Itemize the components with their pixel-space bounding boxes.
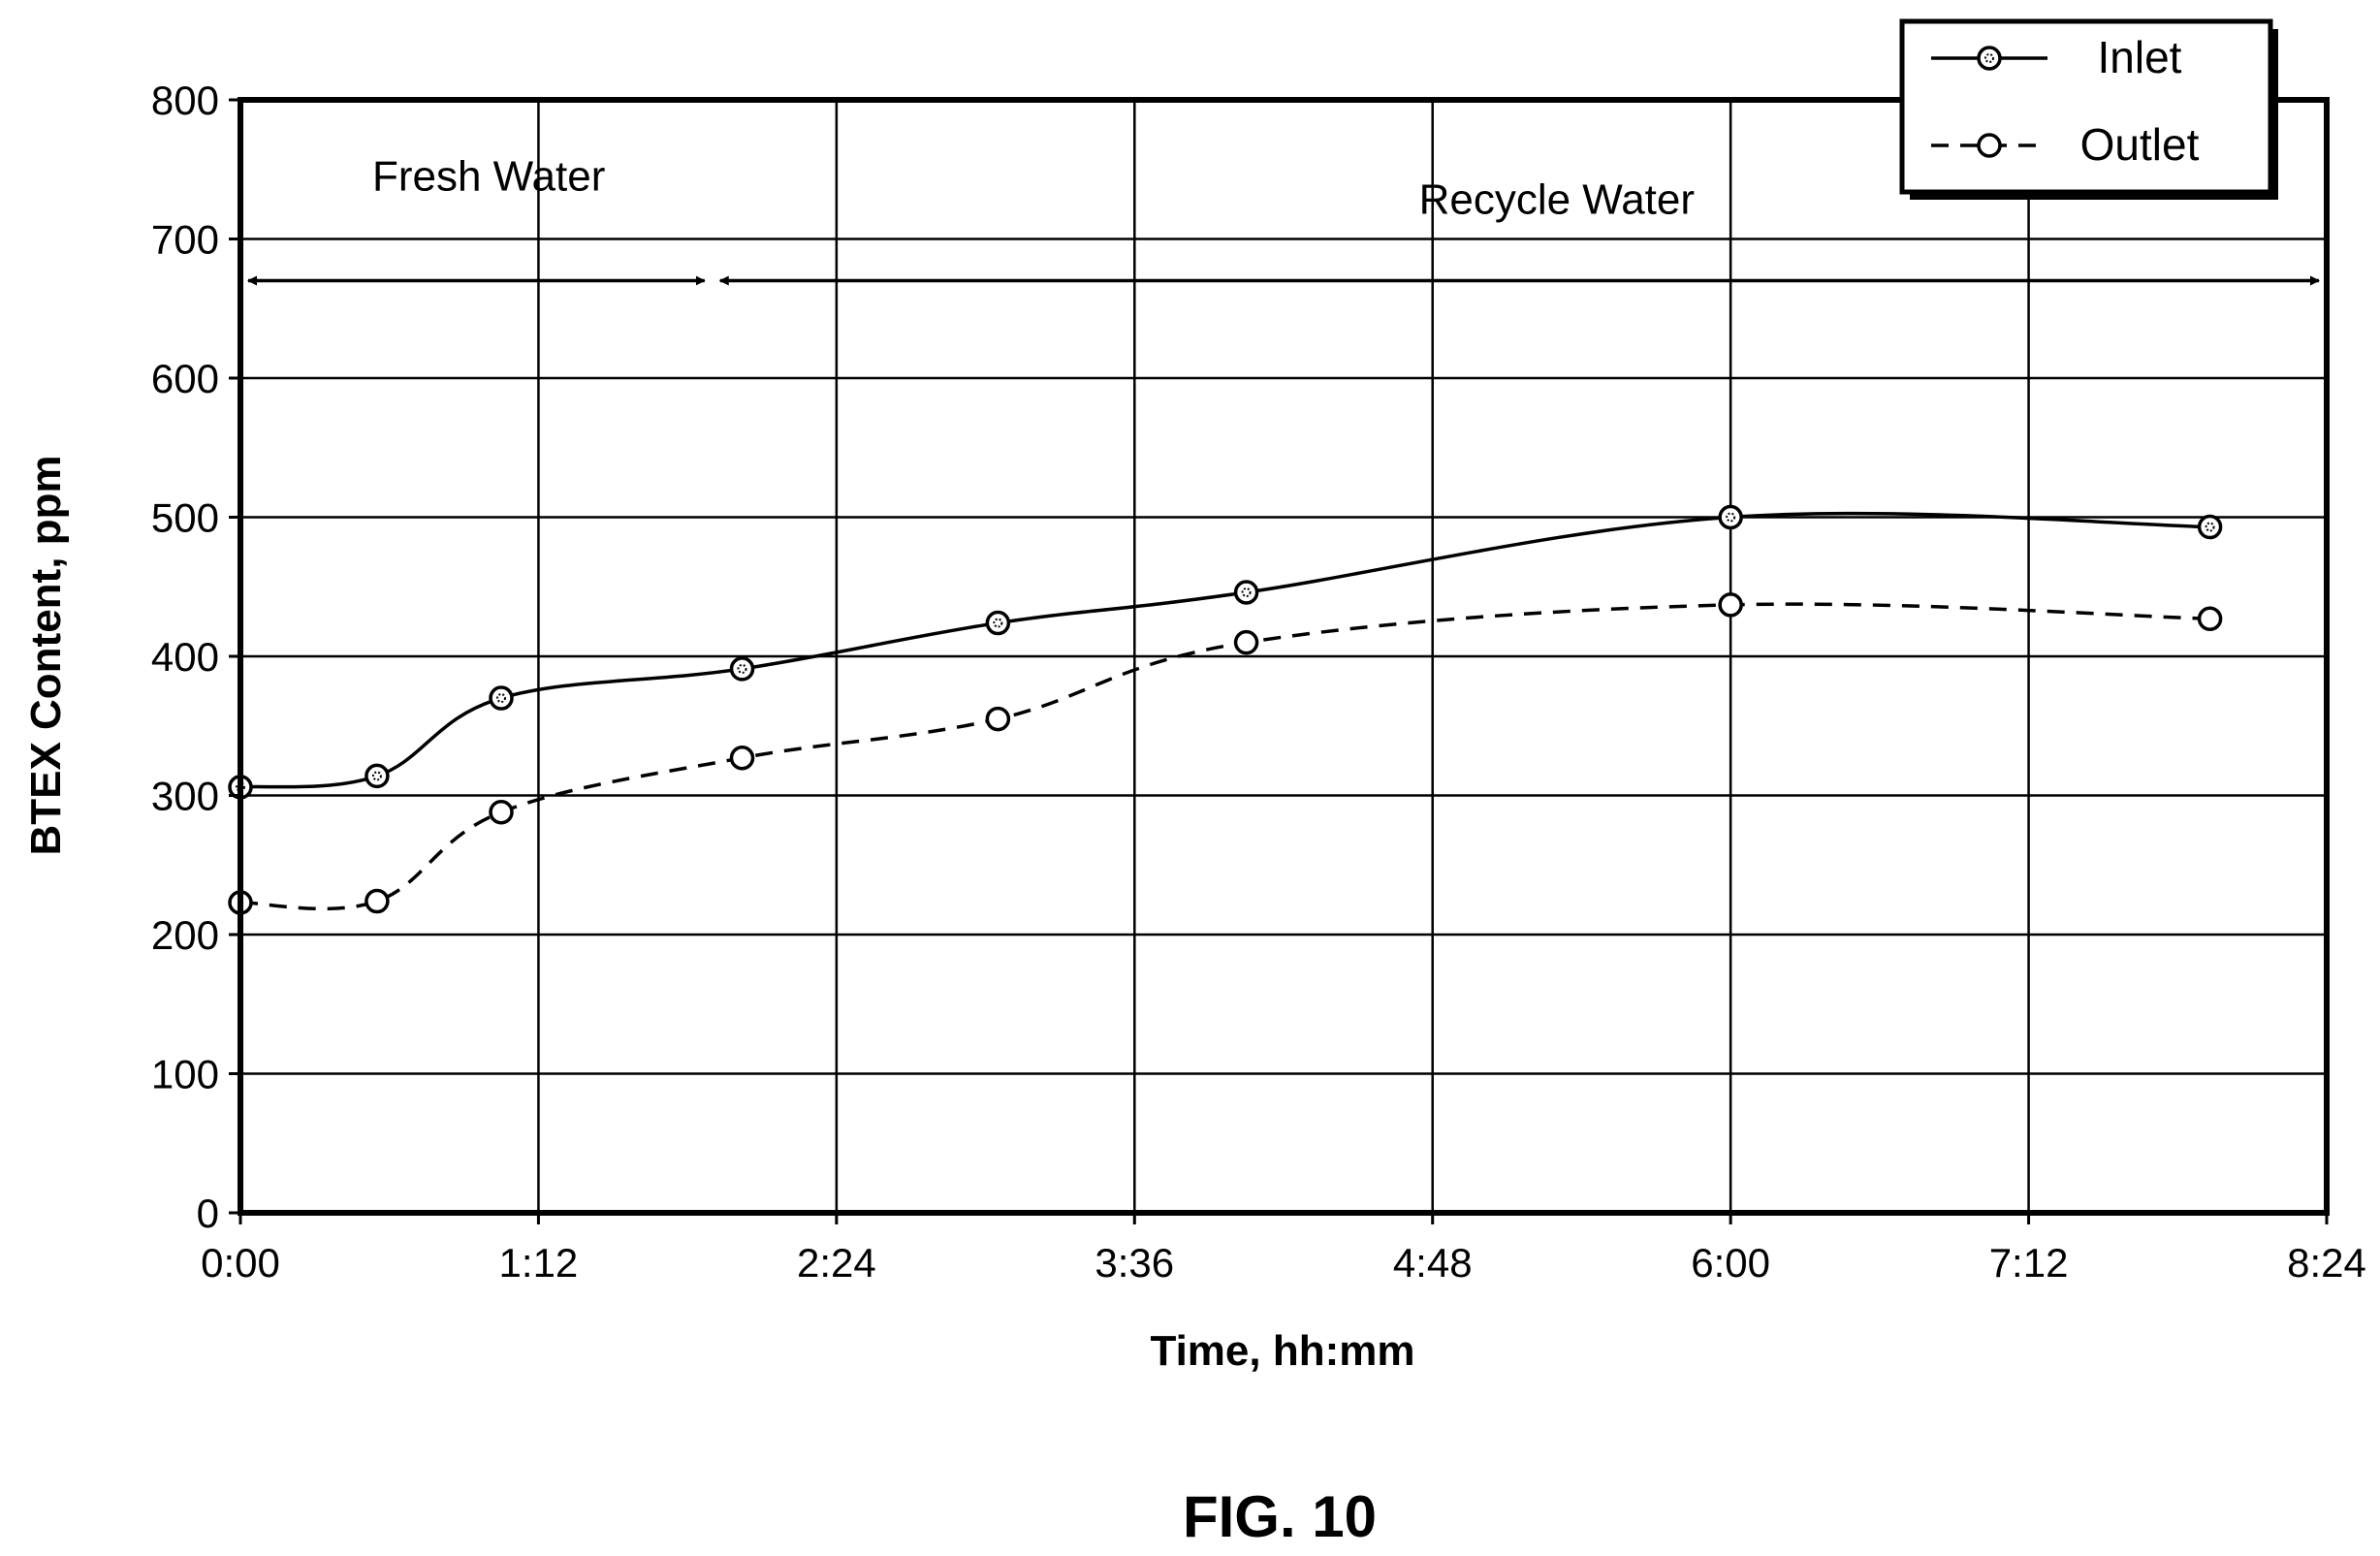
data-point-outlet bbox=[1233, 629, 1259, 655]
marker-ring bbox=[365, 763, 390, 789]
figure-label: FIG. 10 bbox=[1183, 1484, 1377, 1549]
x-tick-label: 2:24 bbox=[797, 1240, 876, 1286]
marker-ring bbox=[1718, 592, 1743, 618]
marker-ring bbox=[2197, 606, 2223, 632]
x-tick-label: 8:24 bbox=[2287, 1240, 2366, 1286]
marker-ring bbox=[1977, 46, 2002, 71]
series-lines bbox=[239, 511, 2210, 911]
data-point-outlet bbox=[2197, 606, 2223, 632]
y-tick-label: 600 bbox=[151, 356, 219, 401]
marker-dot bbox=[2205, 522, 2215, 532]
series-line-inlet bbox=[239, 511, 2210, 789]
y-tick-label: 500 bbox=[151, 495, 219, 541]
data-point-inlet bbox=[985, 610, 1011, 636]
y-tick-label: 0 bbox=[197, 1191, 219, 1236]
marker-dot bbox=[1984, 53, 1994, 63]
data-point-outlet bbox=[1718, 592, 1743, 618]
data-point-outlet bbox=[985, 706, 1011, 732]
y-tick-label: 300 bbox=[151, 774, 219, 819]
annotations: Fresh Water Recycle Water bbox=[247, 152, 2320, 286]
marker-ring bbox=[489, 799, 514, 825]
y-tick-label: 400 bbox=[151, 634, 219, 680]
data-point-inlet bbox=[729, 656, 755, 682]
marker-ring bbox=[985, 610, 1011, 636]
marker-dot bbox=[1726, 512, 1736, 523]
legend-swatch-marker bbox=[1977, 133, 2002, 158]
axis-ticks: 0 100 200 300 400 500 600 700 800 0:00 1:12 2:24 3:3… bbox=[151, 78, 2366, 1286]
series-markers bbox=[228, 504, 2223, 915]
legend-label: Inlet bbox=[2098, 32, 2182, 82]
marker-dot bbox=[496, 693, 506, 704]
phase-label: Recycle Water bbox=[1419, 176, 1695, 224]
x-axis-label: Time, hh:mm bbox=[1150, 1327, 1414, 1375]
marker-ring bbox=[729, 746, 755, 771]
x-tick-label: 1:12 bbox=[499, 1240, 579, 1286]
marker-ring bbox=[1977, 133, 2002, 158]
marker-ring bbox=[1233, 629, 1259, 655]
marker-dot bbox=[236, 781, 245, 792]
y-tick-label: 100 bbox=[151, 1052, 219, 1097]
marker-dot bbox=[371, 771, 382, 781]
series-line-outlet bbox=[239, 602, 2210, 911]
x-tick-label: 6:00 bbox=[1691, 1240, 1770, 1286]
marker-ring bbox=[985, 706, 1011, 732]
legend-label: Outlet bbox=[2080, 119, 2200, 170]
y-tick-label: 200 bbox=[151, 912, 219, 958]
data-point-outlet bbox=[489, 799, 514, 825]
data-point-inlet bbox=[2197, 514, 2223, 540]
marker-ring bbox=[729, 656, 755, 682]
data-point-inlet bbox=[489, 685, 514, 711]
marker-ring bbox=[1718, 504, 1743, 530]
marker-ring bbox=[2197, 514, 2223, 540]
x-tick-label: 4:48 bbox=[1393, 1240, 1473, 1286]
data-point-inlet bbox=[1233, 580, 1259, 605]
data-point-outlet bbox=[729, 746, 755, 771]
y-tick-label: 700 bbox=[151, 217, 219, 263]
grid-lines bbox=[238, 98, 2329, 1215]
data-point-inlet bbox=[365, 763, 390, 789]
x-tick-label: 3:36 bbox=[1095, 1240, 1174, 1286]
marker-dot bbox=[993, 618, 1003, 628]
y-tick-label: 800 bbox=[151, 78, 219, 123]
x-tick-label: 0:00 bbox=[201, 1240, 280, 1286]
legend: Inlet Outlet bbox=[1899, 18, 2278, 200]
data-point-inlet bbox=[1718, 504, 1743, 530]
data-point-outlet bbox=[365, 888, 390, 914]
marker-ring bbox=[1233, 580, 1259, 605]
legend-box bbox=[1899, 18, 2273, 195]
marker-dot bbox=[1241, 587, 1252, 597]
marker-dot bbox=[737, 663, 747, 674]
x-tick-label: 7:12 bbox=[1989, 1240, 2069, 1286]
phase-label: Fresh Water bbox=[372, 152, 605, 200]
y-axis-label: BTEX Content, ppm bbox=[22, 455, 70, 855]
marker-ring bbox=[489, 685, 514, 711]
legend-swatch-marker bbox=[1977, 46, 2002, 71]
marker-ring bbox=[365, 888, 390, 914]
